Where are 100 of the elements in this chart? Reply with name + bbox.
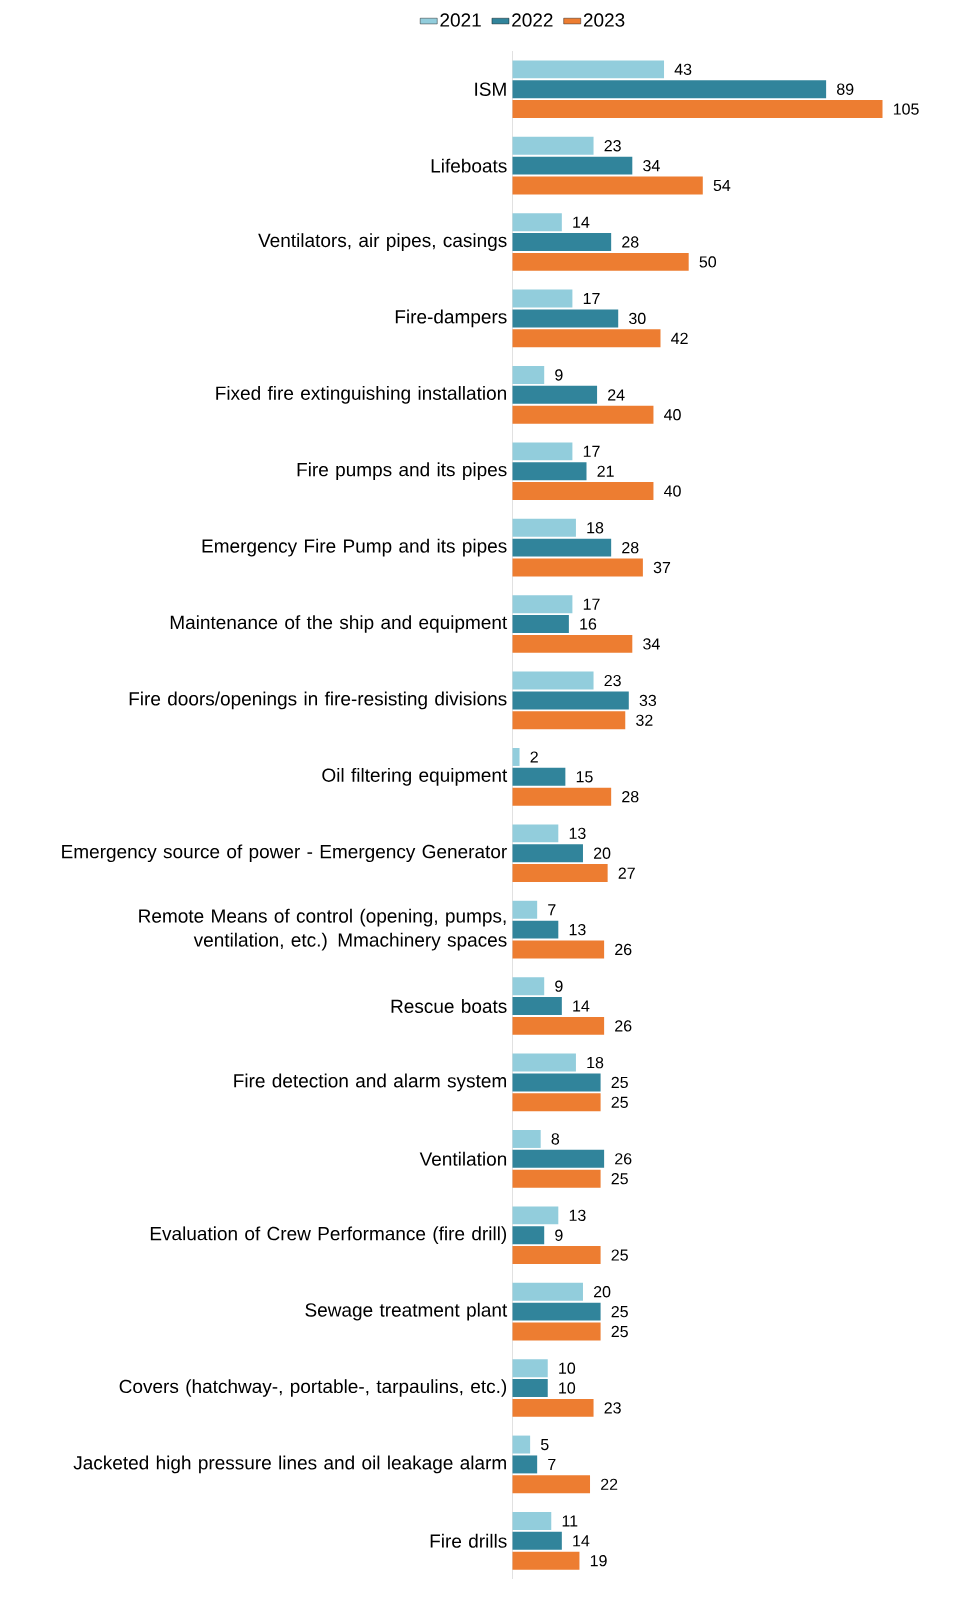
y-tick-label: Fire detection and alarm system [234, 1073, 507, 1092]
bar [512, 900, 538, 919]
data-label: 34 [643, 159, 661, 172]
data-label: 25 [611, 1076, 629, 1089]
bar [512, 824, 559, 843]
data-label: 17 [584, 293, 600, 305]
bar [512, 767, 566, 786]
bar [512, 1246, 601, 1265]
data-label: 26 [615, 1153, 632, 1165]
legend-label: 2022 [512, 13, 553, 27]
data-label: 9 [555, 980, 563, 992]
bar [512, 365, 545, 384]
data-label: 13 [569, 923, 586, 936]
data-label: 9 [555, 1229, 563, 1241]
bar [512, 940, 605, 959]
data-label: 17 [584, 445, 600, 457]
bar [512, 156, 633, 175]
bar [512, 787, 612, 806]
legend-label: 2023 [584, 13, 625, 27]
data-label: 7 [548, 1458, 556, 1470]
bar [512, 671, 594, 690]
y-tick-label: Covers (hatchway-, portable-, tarpaulins, etc.) [119, 1379, 507, 1397]
bar [512, 1016, 605, 1035]
data-label: 11 [562, 1515, 578, 1527]
bar [512, 1359, 548, 1378]
y-tick-label: Fire-dampers [396, 309, 507, 328]
data-label: 26 [615, 943, 632, 956]
data-label: 25 [611, 1249, 629, 1261]
bar [512, 1322, 601, 1341]
data-label: 23 [604, 140, 622, 152]
bar [512, 518, 577, 537]
bar [512, 1149, 605, 1168]
bar [512, 289, 573, 308]
bar [512, 60, 665, 79]
data-label: 15 [577, 771, 593, 783]
bar [512, 691, 630, 710]
y-tick-label: Jacketed high pressure lines and oil leakage alarm [73, 1455, 507, 1474]
data-label: 18 [587, 1056, 604, 1069]
data-label: 25 [611, 1325, 629, 1338]
bar [512, 538, 612, 557]
bar [512, 233, 612, 251]
y-tick-label: Remote Means of control (opening, pumps, ventilation, etc.) Mmachinery spaces [139, 908, 507, 951]
data-label: 14 [573, 1535, 590, 1547]
data-label: 25 [611, 1096, 629, 1108]
bar [512, 920, 559, 939]
bar [512, 1435, 531, 1454]
y-tick-label: Emergency source of power - Emergency Generator [62, 844, 508, 863]
data-label: 8 [551, 1133, 560, 1145]
y-tick-label: Fire drills [430, 1533, 507, 1548]
data-label: 105 [894, 103, 919, 115]
bar [512, 634, 633, 653]
bar [512, 136, 594, 155]
y-tick-label: Fire doors/openings in fire-resisting divisions [129, 691, 507, 710]
legend-label: 2021 [440, 13, 482, 27]
bar [512, 1531, 563, 1550]
bar [512, 747, 520, 766]
data-label: 28 [622, 791, 639, 803]
bar [512, 1073, 601, 1092]
data-label: 25 [611, 1173, 629, 1185]
y-tick-label: Evaluation of Crew Performance (fire drill) [151, 1226, 507, 1245]
bar [512, 615, 570, 633]
bar [512, 1282, 584, 1301]
bar [512, 309, 619, 328]
y-tick-label: Oil filtering equipment [322, 767, 508, 786]
data-label: 21 [597, 465, 614, 477]
data-label: 20 [594, 1286, 611, 1298]
data-label: 19 [591, 1555, 607, 1567]
data-label: 10 [559, 1382, 576, 1394]
data-label: 40 [664, 409, 682, 421]
data-label: 28 [622, 541, 639, 554]
bar [512, 213, 563, 232]
data-label: 32 [636, 714, 653, 726]
y-tick-label: Maintenance of the ship and equipment [171, 615, 508, 633]
data-label: 23 [604, 674, 622, 687]
data-label: 50 [699, 256, 717, 268]
y-tick-label: Ventilators, air pipes, casings [258, 233, 507, 251]
data-label: 89 [837, 83, 854, 95]
data-label: 13 [569, 1209, 586, 1222]
bar [512, 1551, 580, 1570]
bar [512, 844, 584, 863]
bar [512, 80, 827, 99]
data-label: 24 [608, 389, 625, 401]
data-label: 16 [580, 618, 597, 630]
bar [512, 329, 661, 348]
data-label: 43 [674, 63, 692, 76]
y-tick-label: Fire pumps and its pipes [297, 462, 507, 481]
data-label: 40 [664, 485, 682, 497]
bar [512, 1053, 577, 1072]
bar [512, 558, 644, 577]
bar [512, 405, 654, 424]
bar [512, 1226, 545, 1245]
bar [512, 1511, 552, 1530]
bar [512, 1379, 548, 1397]
bar [512, 482, 654, 501]
data-label: 9 [555, 369, 563, 381]
bar [512, 462, 587, 481]
data-label: 30 [629, 312, 646, 325]
bar [512, 252, 689, 271]
data-label: 14 [573, 1000, 590, 1012]
bar [512, 997, 563, 1015]
